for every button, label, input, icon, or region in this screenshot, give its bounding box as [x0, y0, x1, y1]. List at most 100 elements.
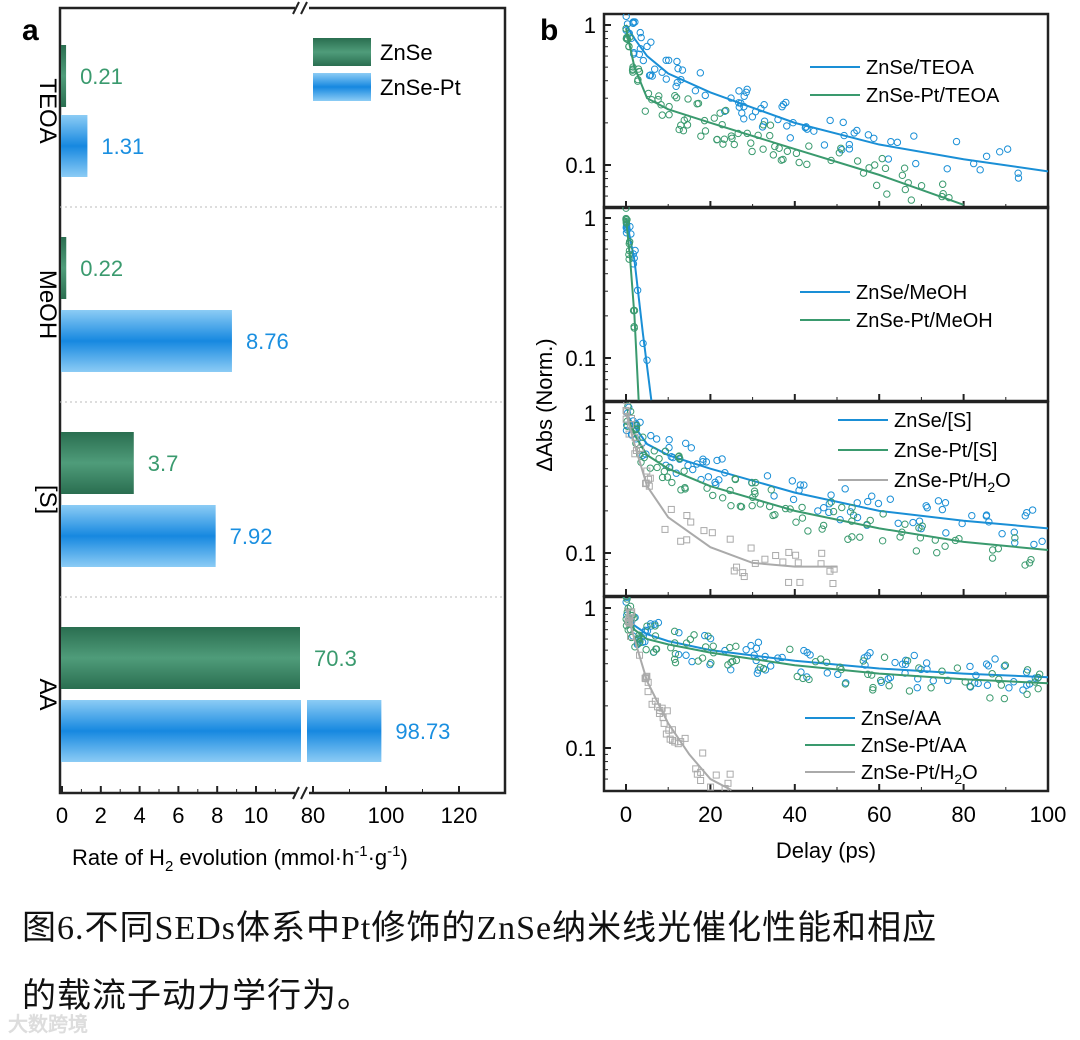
data-point [879, 510, 887, 518]
data-point [699, 749, 707, 757]
data-point [675, 629, 683, 637]
data-point [922, 659, 931, 667]
fit-line [625, 412, 1048, 530]
x-tick-label: 8 [211, 803, 223, 828]
data-point [856, 533, 864, 541]
data-point [811, 657, 820, 666]
data-point [1034, 684, 1042, 693]
data-point [712, 771, 720, 779]
data-point [702, 458, 711, 466]
data-point [748, 501, 756, 510]
x-tick-label: 100 [368, 803, 405, 828]
data-point [649, 648, 658, 656]
data-point [670, 627, 679, 636]
y-tick-label: 0.1 [565, 346, 596, 371]
data-point [675, 650, 683, 659]
fit-line [625, 607, 1048, 685]
data-point [927, 684, 935, 692]
data-point [905, 687, 914, 695]
data-point [761, 555, 769, 563]
data-label: 7.92 [230, 524, 273, 549]
data-point [635, 50, 644, 59]
x-axis-label: Delay (ps) [776, 838, 876, 863]
data-point [922, 502, 930, 510]
data-label: 98.73 [395, 719, 450, 744]
data-point [891, 658, 899, 667]
series-ZnSe-Pt/H2O [624, 607, 734, 791]
data-point [675, 452, 683, 460]
data-point [748, 479, 756, 487]
data-point [626, 33, 634, 41]
data-point [853, 513, 862, 522]
data-point [1000, 694, 1009, 703]
category-label-0: TEOA [34, 78, 61, 143]
data-point [678, 66, 687, 74]
data-point [622, 34, 631, 43]
data-point [665, 443, 673, 452]
data-point [976, 166, 984, 174]
data-point [894, 519, 902, 527]
category-label-2: [S] [34, 485, 61, 514]
data-point [912, 159, 920, 168]
data-point [662, 75, 670, 83]
data-point [1028, 506, 1037, 514]
data-point [792, 518, 800, 526]
bar-ZnSe-Pt-AA-segment2 [307, 700, 382, 762]
data-point [740, 92, 748, 100]
data-point [910, 132, 918, 140]
data-point [870, 134, 878, 142]
data-point [933, 548, 941, 557]
data-point [827, 498, 835, 506]
data-point [1023, 666, 1032, 674]
legend-label-ZnSe/MeOH: ZnSe/MeOH [856, 282, 967, 304]
data-point [1010, 528, 1018, 536]
data-point [718, 455, 726, 463]
data-point [878, 537, 887, 545]
plot-frame [602, 595, 1050, 793]
bar-ZnSe-Pt-TEOA [61, 115, 88, 177]
caption-line-1: 图6.不同SEDs体系中Pt修饰的ZnSe纳米线光催化性能和相应 [22, 910, 938, 947]
x-tick-label: 100 [1030, 802, 1067, 827]
data-point [701, 127, 710, 135]
data-point [986, 694, 994, 702]
data-point [913, 684, 922, 692]
data-point [789, 495, 798, 504]
data-point [751, 478, 760, 487]
data-point [898, 171, 907, 180]
data-point [700, 527, 708, 535]
data-point [1038, 537, 1046, 546]
data-point [661, 447, 670, 456]
data-point [968, 511, 976, 520]
data-point [726, 643, 734, 652]
data-point [799, 674, 807, 683]
data-point [869, 683, 877, 692]
data-point [721, 107, 729, 115]
data-point [769, 151, 778, 159]
data-point [697, 777, 705, 785]
data-point [903, 657, 912, 665]
data-point [782, 98, 790, 107]
data-point [622, 14, 630, 21]
data-point [881, 164, 890, 173]
data-point [819, 521, 828, 530]
decay-panel-1: 1 0.1 ZnSe/TEOA ZnSe-Pt/TEOA [565, 12, 1050, 210]
legend-label-ZnSe-Pt/AA: ZnSe-Pt/AA [861, 735, 967, 757]
data-point [938, 180, 947, 188]
data-point [711, 478, 719, 487]
x-tick-label: 6 [172, 803, 184, 828]
x-tick-label: 120 [441, 803, 478, 828]
data-point [680, 116, 688, 124]
data-point [794, 559, 802, 567]
data-point [778, 653, 786, 662]
data-point [622, 597, 630, 601]
data-point [666, 735, 674, 743]
data-point [885, 682, 893, 690]
data-point [671, 650, 680, 658]
data-point [704, 632, 712, 640]
data-point [742, 88, 750, 97]
data-point [996, 148, 1004, 156]
data-point [750, 487, 759, 495]
data-point [718, 494, 727, 502]
data-point [661, 525, 669, 533]
